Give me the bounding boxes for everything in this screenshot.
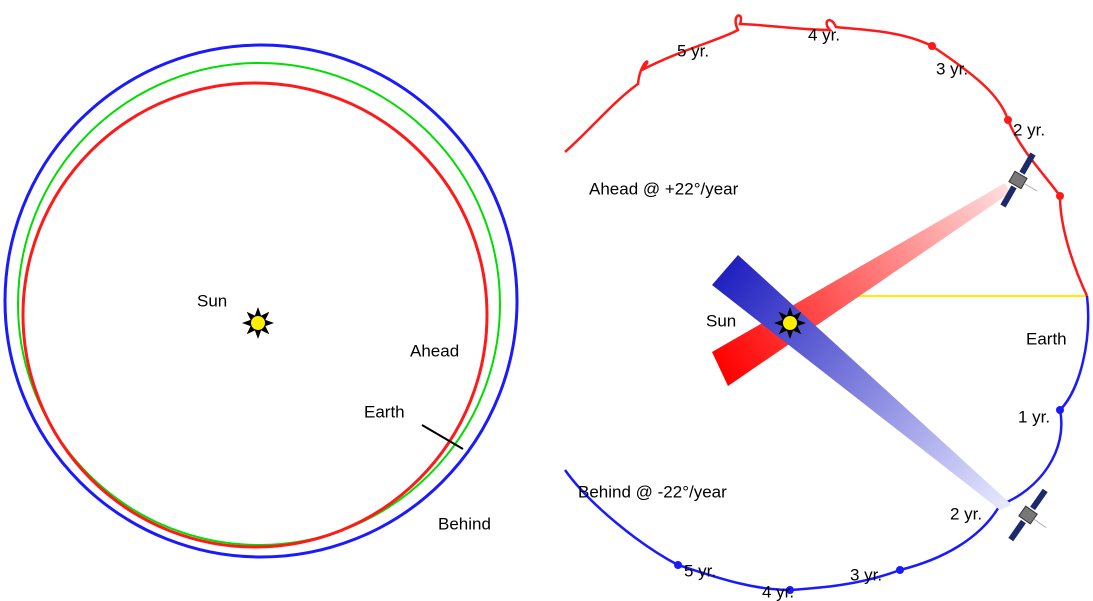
year-label: 3 yr.: [936, 59, 968, 78]
ahead-trajectory: [564, 14, 1089, 297]
left-panel: Sun Ahead Earth Behind: [3, 43, 519, 559]
year-label: 4 yr.: [762, 582, 794, 601]
year-label: 5 yr.: [677, 41, 709, 60]
earth-label: Earth: [364, 402, 405, 421]
behind-orbit: [3, 43, 519, 559]
year-label: 2 yr.: [1013, 120, 1045, 139]
year-label: 2 yr.: [950, 504, 982, 523]
sun-icon: [774, 307, 806, 339]
sun-icon: [242, 307, 274, 339]
year-label: 3 yr.: [850, 565, 882, 584]
ahead-label: Ahead: [410, 341, 459, 360]
ahead-orbit: [21, 81, 489, 549]
behind-title: Behind @ -22°/year: [578, 482, 727, 501]
year-label: 5 yr.: [684, 561, 716, 580]
sun-label: Sun: [706, 311, 736, 330]
ahead-title: Ahead @ +22°/year: [589, 179, 739, 198]
earth-orbit: [17, 62, 501, 546]
earth-pointer: [421, 424, 464, 450]
earth-label: Earth: [1026, 329, 1067, 348]
right-panel: Ahead @ +22°/year Sun Earth Behind @ -22…: [563, 14, 1090, 601]
behind-spacecraft: [1004, 485, 1064, 553]
sun-label: Sun: [197, 291, 227, 310]
behind-label: Behind: [438, 514, 491, 533]
year-label: 4 yr.: [808, 25, 840, 44]
year-label: 1 yr.: [1018, 407, 1050, 426]
